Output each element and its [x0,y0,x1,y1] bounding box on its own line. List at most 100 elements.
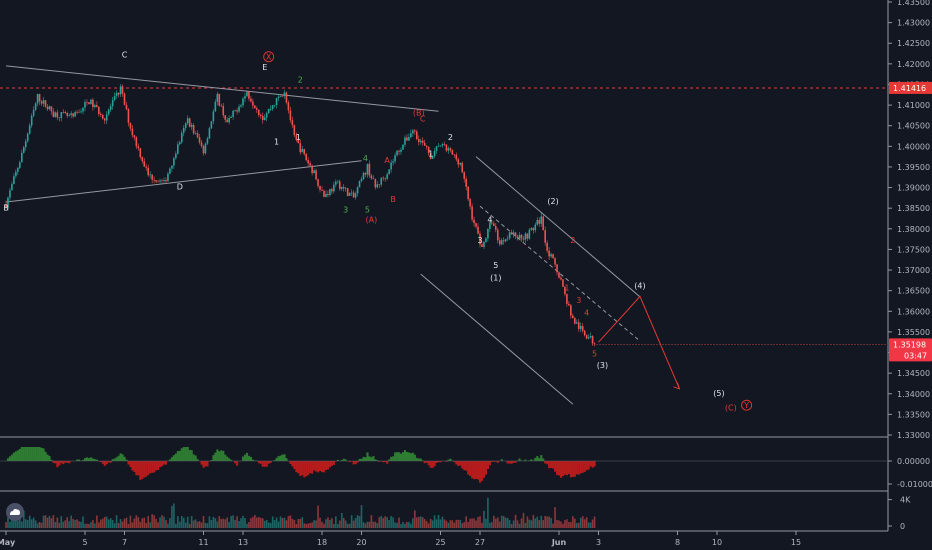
oscillator-bar [492,461,495,462]
oscillator-bar [8,456,12,461]
volume-bar [522,512,525,528]
oscillator-bar [137,461,140,476]
candle-body [82,107,84,112]
candle-body [581,326,584,331]
date-tick-label: 18 [317,538,327,547]
volume-bar [234,519,236,528]
oscillator-bar [6,458,10,461]
volume-bar [129,515,132,528]
candle-body [254,105,256,109]
oscillator-bar [99,461,102,462]
oscillator-bar [149,461,152,474]
candle-body [28,125,31,134]
oscillator-bar [563,461,567,475]
date-tick-label: 13 [238,538,248,547]
volume-bar [62,521,65,528]
oscillator-bar [544,461,547,464]
volume-bar [593,516,596,528]
candle-body [453,154,456,156]
price-tick-label: 1.37500 [897,245,930,254]
wave-label: 4 [363,154,368,163]
volume-bar [269,522,272,528]
oscillator-bar [506,461,509,464]
oscillator-bar [538,458,541,461]
candle-body [250,98,252,102]
volume-bar [28,515,31,528]
volume-bar [360,505,363,528]
volume-bar [479,516,481,528]
candle-body [214,101,217,112]
oscillator-bar [461,461,464,469]
oscillator-bar [285,458,288,461]
oscillator-bar [275,457,278,461]
volume-bar [165,520,167,528]
oscillator-bar [366,452,369,461]
candle-body [60,112,63,119]
candle-body [167,173,169,182]
candle-body [88,102,90,105]
volume-bar [147,516,149,528]
volume-bar [376,522,379,528]
volume-bar [105,516,108,528]
oscillator-bar [556,461,559,475]
oscillator-bar [265,461,268,467]
oscillator-bar [548,461,551,469]
volume-bar [175,523,177,528]
wave-label: E [262,63,267,72]
oscillator-bar [234,461,237,464]
date-tick-label: 3 [596,538,601,547]
volume-bar [58,522,61,528]
volume-bar [400,524,402,528]
candle-body [62,112,65,113]
volume-bar [293,519,296,528]
volume-bar [163,516,165,528]
oscillator-bar [364,457,367,461]
volume-bar [303,523,306,528]
volume-bar [5,522,7,528]
candle-body [94,105,96,108]
wave-label: (2) [547,197,558,206]
volume-bar [149,522,151,528]
oscillator-bar [322,461,326,473]
resistance-price-label: 1.41416 [893,84,926,93]
volume-bar [471,518,473,528]
oscillator-bar [299,461,302,477]
candle-body [101,115,104,119]
volume-bar [54,522,57,528]
volume-bar [157,522,159,528]
volume-bar [587,522,590,528]
volume-bar [151,514,153,528]
candle-body [437,146,440,147]
oscillator-bar [295,461,298,473]
candle-body [510,232,513,235]
volume-bar [24,519,27,528]
volume-bar [556,519,558,528]
wave-label: (C) [725,403,737,412]
candle-body [301,149,304,153]
tradingview-logo-icon[interactable] [6,503,24,521]
oscillator-bar [400,453,403,461]
projection-arrowhead [673,382,681,390]
candle-body [173,158,175,166]
candle-body [184,123,187,128]
candle-body [524,233,527,240]
volume-bar [250,518,252,528]
candle-body [496,229,499,241]
oscillator-bar [230,459,233,461]
oscillator-bar [20,447,23,461]
candle-body [58,117,61,119]
candle-body [289,110,292,121]
date-tick-label: May [0,538,16,547]
candle-body [311,165,313,174]
volume-bar [344,520,347,528]
candle-body [222,105,225,116]
oscillator-bar [141,461,144,480]
oscillator-bar [567,461,570,475]
candle-body [352,192,355,198]
oscillator-bar [121,454,124,461]
volume-bar [145,523,148,528]
candle-body [163,180,165,181]
volume-bar [169,518,171,528]
volume-bar [256,517,258,528]
